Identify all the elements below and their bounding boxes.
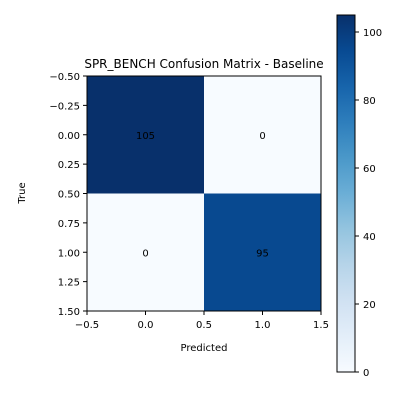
y-tick-label: 0.25: [58, 160, 80, 171]
x-tick-label: 0.5: [196, 320, 212, 331]
y-tick-label: 1.50: [58, 307, 80, 318]
colorbar-tick-label: 20: [363, 300, 376, 311]
heatmap-cell: [87, 76, 204, 194]
cell-value-label: 0: [259, 131, 265, 142]
y-axis-ticks: −0.50 −0.25 0.00 0.25 0.50 0.75 1.00 1.25 1.50: [49, 72, 87, 318]
cell-value-label: 105: [136, 131, 155, 142]
cell-value-label: 95: [256, 248, 269, 259]
colorbar-tick-label: 80: [363, 96, 376, 107]
y-tick-label: 1.25: [58, 278, 80, 289]
y-tick-label: 1.00: [58, 248, 80, 259]
x-tick-label: −0.5: [75, 320, 99, 331]
y-tick-label: 0.50: [58, 190, 80, 201]
x-tick-label: 1.0: [255, 320, 271, 331]
colorbar-tick-label: 40: [363, 232, 376, 243]
x-tick-label: 1.5: [313, 320, 329, 331]
y-tick-label: 0.75: [58, 219, 80, 230]
cell-value-label: 0: [142, 248, 148, 259]
colorbar-tick-label: 0: [363, 368, 369, 379]
heatmap-cell: [204, 76, 321, 194]
x-axis-ticks: −0.5 0.0 0.5 1.0 1.5: [75, 311, 329, 331]
heatmap-cell: [204, 193, 321, 311]
colorbar: [336, 14, 356, 373]
x-axis-title: Predicted: [181, 343, 228, 354]
y-tick-label: −0.50: [49, 72, 80, 83]
x-tick-label: 0.0: [138, 320, 154, 331]
heatmap-cell: [87, 193, 204, 311]
y-tick-label: 0.00: [58, 131, 80, 142]
heatmap-cells: [87, 76, 321, 311]
chart-title: SPR_BENCH Confusion Matrix - Baseline: [84, 57, 323, 71]
colorbar-tick-label: 60: [363, 164, 376, 175]
colorbar-ticks: 0 20 40 60 80 100: [355, 28, 382, 379]
heatmap-cell-labels: 105 0 0 95: [136, 131, 269, 260]
y-tick-label: −0.25: [49, 101, 80, 112]
y-axis-title: True: [17, 182, 28, 204]
colorbar-tick-label: 100: [363, 28, 382, 39]
